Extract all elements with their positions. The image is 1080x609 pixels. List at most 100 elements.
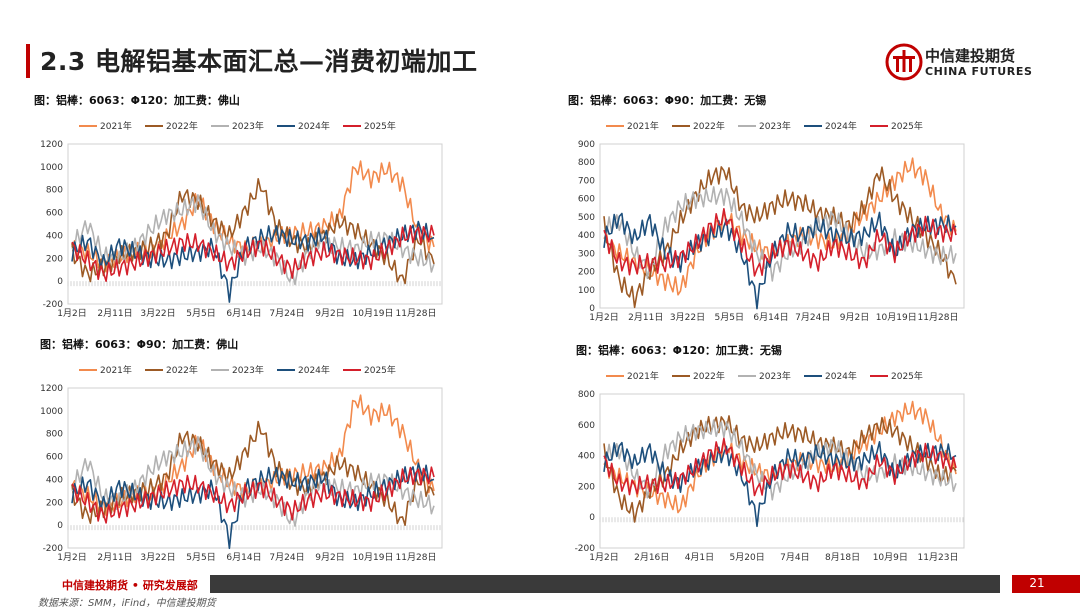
title-accent-bar — [26, 44, 30, 78]
page-number: 21 — [1029, 576, 1045, 590]
series-line-2025年 — [603, 437, 957, 497]
chart-foshan-phi90: 图：铝棒：6063：Φ90：加工费：佛山 2021年 2022年 2023年 2024… — [30, 336, 450, 564]
y-tick-label: 0 — [589, 304, 595, 314]
x-tick-label: 11月23日 — [918, 552, 959, 563]
legend-label: 2025年 — [891, 370, 923, 382]
y-tick-label: 500 — [578, 213, 595, 223]
legend-label: 2024年 — [825, 370, 857, 382]
y-tick-label: 800 — [578, 390, 595, 400]
chart-wuxi-phi120: 图：铝棒：6063：Φ120：加工费：无锡 2021年 2022年 2023年 202… — [562, 342, 972, 564]
legend-label: 2021年 — [100, 120, 132, 132]
plot-area — [67, 387, 443, 549]
y-tick-label: 1000 — [40, 407, 63, 417]
y-tick-label: 1200 — [40, 384, 63, 394]
x-tick-label: 8月18日 — [825, 552, 860, 563]
chart-plot: 2021年 2022年 2023年 2024年 2025年 0 100 200 300 400 50… — [578, 120, 965, 323]
x-tick-label: 2月11日 — [97, 308, 132, 319]
x-tick-label: 1月2日 — [589, 312, 618, 323]
series-line-2023年 — [71, 194, 435, 286]
x-tick-label: 7月24日 — [269, 308, 304, 319]
legend-label: 2021年 — [100, 364, 132, 376]
y-tick-label: 800 — [578, 158, 595, 168]
y-tick-label: 700 — [578, 176, 595, 186]
x-tick-label: 10月9日 — [873, 552, 908, 563]
chart-foshan-phi120: 图：铝棒：6063：Φ120：加工费：佛山 2021年 2022年 2023年 202… — [30, 92, 450, 320]
y-tick-label: 1200 — [40, 140, 63, 150]
plot-area — [599, 143, 965, 309]
chart-legend: 2021年 2022年 2023年 2024年 2025年 — [606, 370, 923, 382]
footer-org: 中信建投期货 • 研究发展部 — [62, 579, 198, 592]
y-tick-label: -200 — [43, 544, 64, 554]
y-tick-label: 400 — [578, 452, 595, 462]
chart-title: 图：铝棒：6063：Φ90：加工费：无锡 — [568, 94, 767, 107]
legend-label: 2024年 — [298, 120, 330, 132]
x-tick-label: 11月28日 — [396, 308, 437, 319]
legend-label: 2023年 — [232, 120, 264, 132]
plot-area — [599, 393, 965, 549]
y-tick-label: 900 — [578, 140, 595, 150]
y-tick-label: -200 — [43, 300, 64, 310]
legend-label: 2023年 — [759, 370, 791, 382]
x-tick-label: 4月1日 — [685, 552, 714, 563]
y-tick-label: 0 — [57, 521, 63, 531]
x-tick-label: 9月2日 — [315, 308, 344, 319]
legend-label: 2023年 — [232, 364, 264, 376]
y-tick-label: 200 — [46, 254, 63, 264]
y-tick-label: 0 — [57, 277, 63, 287]
x-tick-label: 5月20日 — [730, 552, 765, 563]
y-tick-label: 600 — [46, 453, 63, 463]
y-tick-label: 200 — [578, 482, 595, 492]
x-tick-label: 7月24日 — [269, 552, 304, 563]
series-line-2022年 — [71, 178, 435, 285]
y-tick-label: 0 — [589, 513, 595, 523]
y-tick-label: 200 — [46, 498, 63, 508]
y-tick-label: 400 — [46, 475, 63, 485]
y-tick-label: 400 — [46, 231, 63, 241]
x-tick-label: 10月19日 — [353, 308, 394, 319]
x-tick-label: 5月5日 — [186, 308, 215, 319]
series-line-2025年 — [71, 466, 435, 524]
x-tick-label: 1月2日 — [57, 552, 86, 563]
chart-title: 图：铝棒：6063：Φ120：加工费：无锡 — [576, 344, 782, 357]
legend-label: 2022年 — [693, 370, 725, 382]
series-line-2024年 — [603, 211, 957, 310]
x-tick-label: 2月11日 — [97, 552, 132, 563]
y-tick-label: 600 — [578, 421, 595, 431]
series-line-2024年 — [71, 462, 435, 550]
chart-legend: 2021年 2022年 2023年 2024年 2025年 — [79, 120, 396, 132]
legend-label: 2025年 — [364, 364, 396, 376]
chart-legend: 2021年 2022年 2023年 2024年 2025年 — [79, 364, 396, 376]
y-tick-label: -200 — [575, 544, 596, 554]
x-tick-label: 2月16日 — [634, 552, 669, 563]
legend-label: 2021年 — [627, 120, 659, 132]
x-tick-label: 3月22日 — [140, 552, 175, 563]
series-line-2025年 — [71, 224, 435, 282]
x-tick-label: 11月28日 — [396, 552, 437, 563]
chart-title: 图：铝棒：6063：Φ120：加工费：佛山 — [34, 94, 240, 107]
x-tick-label: 6月14日 — [753, 312, 788, 323]
x-tick-label: 1月2日 — [589, 552, 618, 563]
x-tick-label: 10月19日 — [876, 312, 917, 323]
logo-chinese-name: 中信建投期货 — [925, 47, 1016, 65]
legend-label: 2025年 — [364, 120, 396, 132]
series-line-2023年 — [71, 435, 435, 527]
chart-plot: 2021年 2022年 2023年 2024年 2025年 -200 0 200 400 600 8… — [40, 364, 443, 563]
x-tick-label: 1月2日 — [57, 308, 86, 319]
y-tick-label: 800 — [46, 430, 63, 440]
y-tick-label: 600 — [578, 195, 595, 205]
legend-label: 2021年 — [627, 370, 659, 382]
series-line-2024年 — [603, 441, 957, 528]
x-tick-label: 10月19日 — [353, 552, 394, 563]
citic-emblem-icon — [885, 43, 923, 81]
chart-plot: 2021年 2022年 2023年 2024年 2025年 -200 0 200 400 600 8… — [40, 120, 443, 319]
x-tick-label: 5月5日 — [715, 312, 744, 323]
company-logo: 中信建投期货 CHINA FUTURES — [884, 42, 1054, 86]
y-tick-label: 600 — [46, 209, 63, 219]
series-line-2022年 — [71, 420, 435, 526]
footer-bar — [0, 575, 1000, 593]
legend-label: 2022年 — [166, 120, 198, 132]
legend-label: 2025年 — [891, 120, 923, 132]
series-line-2021年 — [603, 157, 957, 296]
y-tick-label: 800 — [46, 186, 63, 196]
x-tick-label: 9月2日 — [840, 312, 869, 323]
